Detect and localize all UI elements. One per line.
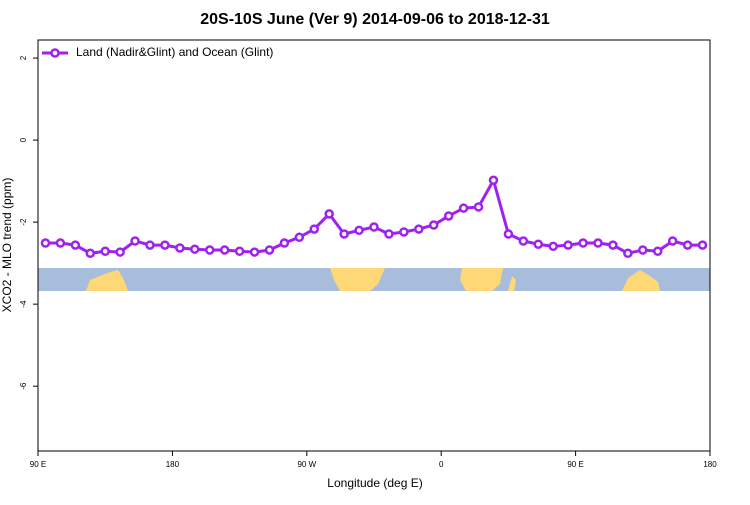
chart-title: 20S-10S June (Ver 9) 2014-09-06 to 2018-… — [200, 11, 550, 28]
point — [399, 227, 409, 237]
point — [160, 240, 170, 250]
x-tick-label: 90 W — [297, 460, 316, 469]
point — [219, 245, 230, 255]
x-tick-label: 180 — [703, 460, 717, 469]
point — [145, 240, 155, 250]
point — [638, 245, 648, 255]
point — [503, 229, 514, 239]
point — [294, 232, 305, 243]
point — [115, 247, 125, 257]
point — [682, 240, 693, 250]
point — [518, 236, 529, 246]
point — [458, 203, 469, 213]
point — [608, 240, 618, 250]
plot-frame — [37, 39, 711, 452]
point — [70, 240, 81, 250]
point — [652, 246, 663, 256]
point — [249, 247, 260, 257]
point — [548, 241, 558, 252]
point — [428, 220, 439, 230]
x-tick-label: 90 E — [567, 460, 583, 469]
point — [414, 224, 424, 234]
point — [623, 248, 633, 259]
point — [384, 229, 394, 239]
point — [667, 236, 678, 246]
point — [578, 238, 588, 248]
point — [443, 211, 454, 221]
x-tick-label: 0 — [439, 460, 444, 469]
x-tick-label: 90 E — [30, 460, 46, 469]
point — [593, 238, 603, 248]
point — [309, 224, 320, 234]
point — [190, 244, 200, 254]
point — [279, 238, 290, 248]
legend-marker — [50, 48, 60, 58]
point — [354, 225, 364, 236]
point — [563, 240, 573, 250]
land-ocean-strip — [38, 268, 710, 291]
point — [55, 238, 66, 248]
point — [473, 202, 484, 212]
point — [175, 243, 185, 253]
x-axis-label: Longitude (deg E) — [327, 476, 422, 490]
y-tick-label: 0 — [19, 137, 28, 142]
x-tick-label: 180 — [166, 460, 180, 469]
point — [130, 236, 140, 246]
point — [85, 248, 96, 259]
point — [204, 245, 215, 255]
point — [369, 222, 379, 232]
y-tick-label: 2 — [19, 55, 28, 60]
y-axis-label: XCO2 - MLO trend (ppm) — [0, 178, 14, 313]
point — [533, 239, 544, 250]
point — [339, 229, 349, 239]
point — [264, 245, 275, 255]
point — [697, 240, 708, 250]
point — [324, 209, 334, 219]
y-tick-label: -2 — [19, 218, 28, 226]
legend-label: Land (Nadir&Glint) and Ocean (Glint) — [76, 45, 273, 59]
point — [40, 238, 51, 248]
point — [234, 246, 245, 256]
y-tick-label: -6 — [19, 382, 28, 390]
series-line — [45, 176, 703, 255]
point — [100, 246, 110, 256]
point — [488, 175, 499, 186]
y-tick-label: -4 — [19, 300, 28, 308]
